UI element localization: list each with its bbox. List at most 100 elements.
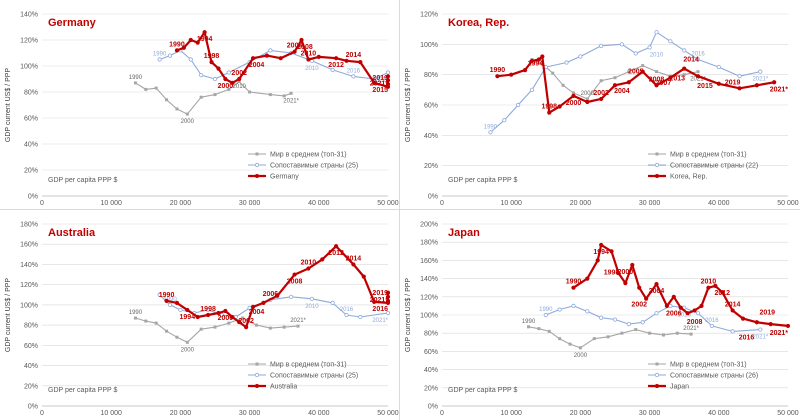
x-axis-label: GDP per capita PPP $ <box>48 387 117 394</box>
data-point <box>557 104 562 109</box>
year-label: 2000 <box>581 91 595 97</box>
year-label: 1998 <box>200 306 216 313</box>
data-point <box>619 42 625 47</box>
data-point <box>522 68 528 73</box>
data-point <box>205 312 211 318</box>
year-label: 2021* <box>683 326 699 332</box>
data-point <box>275 293 280 298</box>
panel-divider-vertical <box>399 0 400 420</box>
data-point <box>599 79 603 83</box>
data-point <box>223 76 228 82</box>
year-label: 1998 <box>541 104 557 111</box>
y-tick-label: 80% <box>424 72 438 79</box>
year-label: 1990 <box>129 310 143 316</box>
data-point <box>165 329 169 333</box>
data-point <box>372 80 377 85</box>
data-point <box>551 71 555 75</box>
year-label: 1990 <box>484 124 498 130</box>
data-point <box>758 69 763 74</box>
data-point <box>199 327 203 331</box>
data-point <box>640 69 645 74</box>
x-tick-label: 50 000 <box>777 200 799 207</box>
data-point <box>292 272 297 277</box>
y-tick-label: 20% <box>24 383 38 390</box>
year-label: 1990 <box>490 67 506 74</box>
year-label: 2000 <box>181 347 195 353</box>
data-point <box>289 91 293 95</box>
data-point <box>282 325 286 329</box>
x-tick-label: 0 <box>440 200 444 207</box>
year-label: 2014 <box>346 255 362 262</box>
year-label: 1990 <box>539 307 553 313</box>
data-point <box>385 70 391 75</box>
y-tick-label: 180% <box>420 240 438 247</box>
year-label: 2006 <box>666 311 682 318</box>
legend-marker <box>655 152 659 156</box>
year-label: 2021* <box>752 335 768 341</box>
chart-title: Korea, Rep. <box>448 17 509 29</box>
year-label: 2021* <box>752 77 768 83</box>
chart-title: Japan <box>448 227 480 239</box>
legend-entry: Мир в среднем (топ-31) <box>270 152 347 159</box>
x-tick-label: 40 000 <box>308 410 330 417</box>
data-point <box>282 94 286 98</box>
y-tick-label: 40% <box>24 363 38 370</box>
year-label: 2008 <box>649 76 665 83</box>
y-tick-label: 100% <box>20 302 38 309</box>
y-axis-label: GDP current US$ / PPP <box>5 278 12 353</box>
data-point <box>309 296 314 301</box>
data-point <box>527 325 530 329</box>
y-tick-label: 80% <box>24 90 38 97</box>
data-point <box>630 262 635 268</box>
year-label: 2021* <box>370 80 389 87</box>
year-label: 2016 <box>691 52 705 58</box>
y-tick-label: 0% <box>428 194 438 201</box>
year-label: 2002 <box>593 90 609 97</box>
legend-entry: Korea, Rep. <box>670 174 707 181</box>
data-point <box>185 112 189 116</box>
data-point <box>664 303 669 308</box>
x-axis-label: GDP per capita PPP $ <box>448 387 517 394</box>
year-label: 2000 <box>566 100 582 107</box>
year-label: 2010 <box>701 279 717 286</box>
year-label: 2012 <box>328 250 344 257</box>
data-point <box>216 66 221 71</box>
data-point <box>716 64 721 70</box>
data-point <box>689 332 693 336</box>
data-point <box>606 335 610 339</box>
year-label: 1990 <box>159 292 175 299</box>
data-point <box>250 56 256 61</box>
y-tick-label: 60% <box>424 349 438 356</box>
data-point <box>385 294 391 299</box>
data-point <box>716 81 721 86</box>
data-point <box>372 299 377 304</box>
legend-entry: Сопоставимые страны (25) <box>270 163 358 170</box>
data-point <box>671 294 676 299</box>
legend-marker <box>654 162 660 168</box>
data-point <box>165 98 169 102</box>
data-point <box>216 310 221 316</box>
data-point <box>661 333 665 337</box>
x-tick-label: 20 000 <box>170 410 192 417</box>
data-point <box>737 86 742 91</box>
data-point <box>612 83 618 88</box>
data-point <box>205 307 211 313</box>
year-label: 2021* <box>370 297 389 304</box>
chart-panel-australia: 0% 20% 40% 60% 80% 100% 120% 140% 160% 180% 0 10 00… <box>0 210 400 420</box>
legend-marker <box>655 384 659 388</box>
data-point <box>167 53 173 58</box>
data-point <box>647 45 652 50</box>
data-point <box>654 83 659 88</box>
y-tick-label: 20% <box>24 168 38 175</box>
year-label: 2005 <box>628 69 644 76</box>
legend-marker <box>254 162 260 168</box>
data-point <box>358 314 363 320</box>
data-point <box>571 93 576 98</box>
year-label: 2016 <box>340 307 354 313</box>
data-point <box>585 309 590 314</box>
data-point <box>181 45 186 50</box>
data-point <box>564 60 569 65</box>
data-point <box>188 37 193 43</box>
data-point <box>558 337 562 341</box>
